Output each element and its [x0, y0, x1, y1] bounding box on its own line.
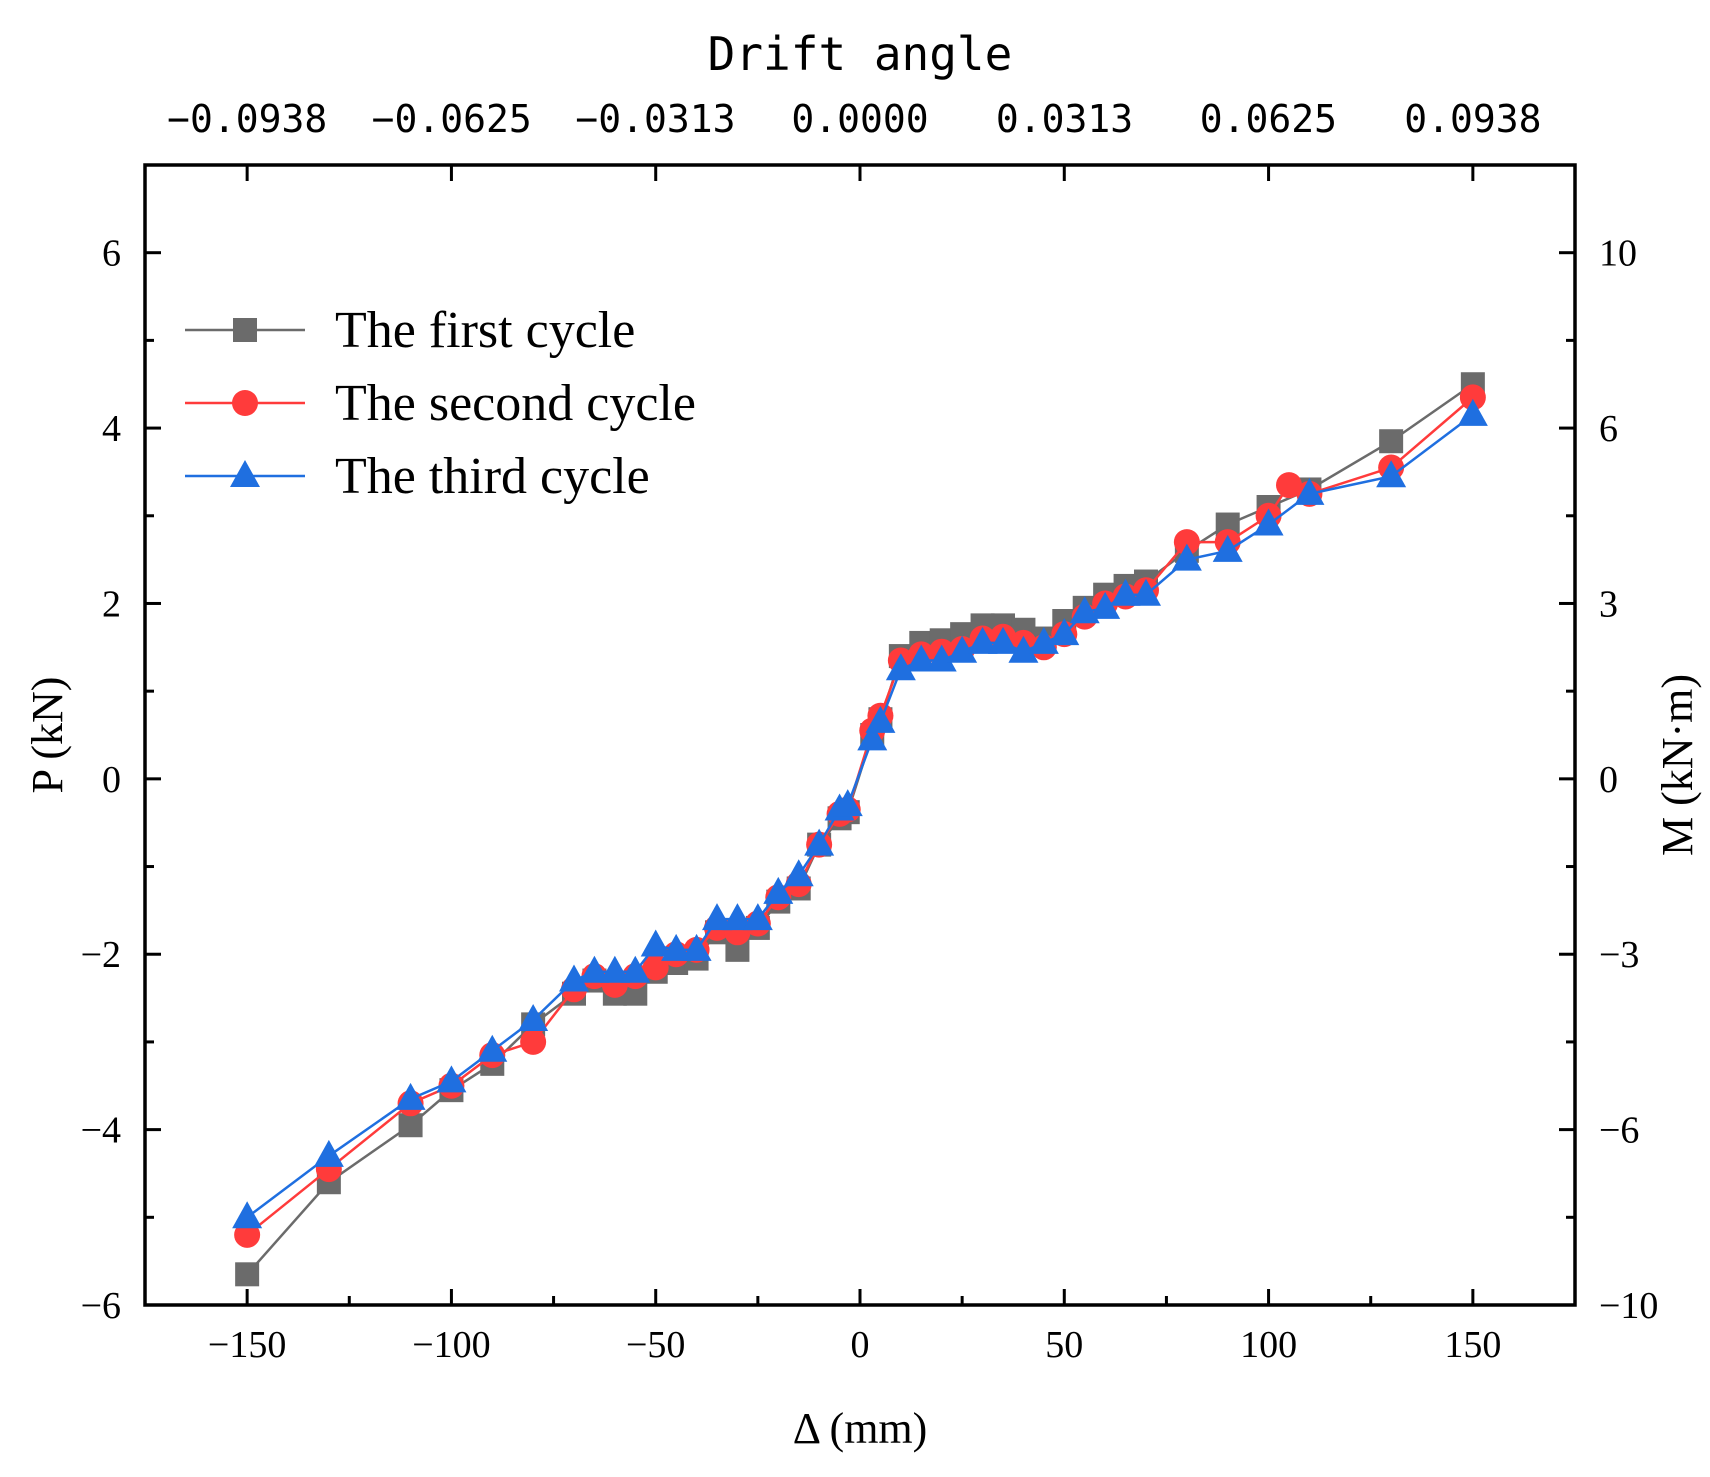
data-point [1276, 472, 1302, 499]
data-point [865, 705, 896, 733]
x2-tick-label: −0.0938 [167, 97, 327, 141]
y2-tick-label: −3 [1599, 934, 1639, 976]
y2-tick-label: 6 [1599, 408, 1618, 450]
data-point [1028, 626, 1059, 654]
y2-tick-label: 3 [1599, 583, 1618, 625]
data-point [681, 933, 712, 961]
top-axis-title: Drift angle [708, 27, 1013, 81]
data-point [832, 789, 863, 817]
data-point [1131, 578, 1161, 606]
data-point [1171, 543, 1202, 571]
data-point [722, 903, 753, 931]
data-point [906, 644, 937, 672]
data-point [783, 859, 814, 887]
data-point [1049, 618, 1080, 646]
data-point [1008, 635, 1039, 663]
x2-tick-label: −0.0313 [575, 97, 735, 141]
legend: The first cycle The second cycle The third… [185, 302, 696, 505]
data-point [1253, 508, 1284, 536]
legend-label: The third cycle [335, 448, 650, 505]
x-tick-label: −150 [208, 1324, 286, 1366]
x-tick-label: −50 [626, 1324, 685, 1366]
legend-label: The second cycle [335, 375, 696, 432]
x2-tick-label: 0.0938 [1404, 97, 1541, 141]
data-point [1212, 534, 1243, 562]
data-point [640, 929, 671, 957]
data-point [763, 876, 794, 904]
legend-marker [230, 460, 260, 487]
data-point [1090, 591, 1121, 619]
data-point [1173, 529, 1200, 556]
data-point [947, 635, 978, 663]
legend-label: The first cycle [335, 302, 635, 359]
x-tick-label: 150 [1444, 1324, 1501, 1366]
data-point [988, 626, 1018, 654]
data-point [234, 1221, 261, 1248]
series-3 [232, 398, 1488, 1229]
x2-tick-label: 0.0313 [996, 97, 1133, 141]
series-1 [235, 372, 1485, 1287]
x2-tick-label: 0.0625 [1200, 97, 1337, 141]
data-point [1110, 578, 1141, 606]
x2-tick-label: −0.0625 [372, 97, 532, 141]
data-point [1459, 384, 1486, 411]
data-point [235, 1262, 260, 1287]
y-tick-label: −4 [81, 1110, 121, 1152]
x-axis-title: Δ (mm) [793, 1404, 928, 1453]
data-point [926, 644, 957, 672]
data-point [518, 1004, 549, 1031]
data-point [395, 1082, 426, 1110]
data-point [857, 723, 888, 751]
x-tick-label: 50 [1045, 1324, 1083, 1366]
legend-item: The first cycle [185, 302, 635, 359]
data-point [579, 955, 610, 983]
data-point [559, 964, 589, 992]
data-point [398, 1113, 423, 1138]
y-tick-label: −6 [81, 1285, 121, 1327]
data-point [313, 1139, 344, 1167]
y2-tick-label: 0 [1599, 759, 1618, 801]
y-tick-label: 6 [102, 233, 121, 275]
series-layer [232, 372, 1488, 1287]
x-tick-label: 0 [851, 1324, 870, 1366]
data-point [620, 955, 651, 983]
data-point [232, 1201, 263, 1229]
data-point [436, 1065, 467, 1093]
legend-item: The third cycle [185, 448, 650, 505]
y2-tick-label: −6 [1599, 1110, 1639, 1152]
y-tick-label: 0 [102, 759, 121, 801]
data-point [1457, 398, 1488, 426]
data-point [1379, 429, 1404, 454]
data-point [661, 933, 692, 961]
data-point [477, 1034, 508, 1062]
data-point [742, 903, 773, 931]
y-axis-title: P (kN) [23, 677, 72, 794]
y2-axis-title: M (kN·m) [1653, 674, 1702, 856]
data-point [520, 1028, 547, 1055]
y-tick-label: 4 [102, 408, 121, 450]
legend-marker [232, 390, 258, 416]
x-tick-label: 100 [1240, 1324, 1297, 1366]
data-point [702, 903, 732, 931]
y-tick-label: −2 [81, 934, 121, 976]
data-point [1376, 460, 1407, 488]
data-point [1294, 477, 1325, 505]
legend-marker [233, 318, 257, 342]
series-line-1 [246, 383, 1474, 1276]
data-point [885, 653, 916, 681]
y2-tick-label: −10 [1599, 1285, 1658, 1327]
axis-ticks: −150 −100 −50 0 50 100 150 −6 −4 −2 0 2 4 6 −10 −6 −3 0 3 6… [81, 97, 1659, 1366]
y-tick-label: 2 [102, 583, 121, 625]
data-point [599, 955, 630, 983]
x-tick-label: −100 [412, 1324, 490, 1366]
legend-item: The second cycle [185, 375, 696, 432]
data-point [804, 828, 835, 856]
data-point [642, 954, 669, 981]
x2-tick-label: 0.0000 [791, 97, 928, 141]
y2-tick-label: 10 [1599, 233, 1637, 275]
data-point [967, 626, 998, 654]
